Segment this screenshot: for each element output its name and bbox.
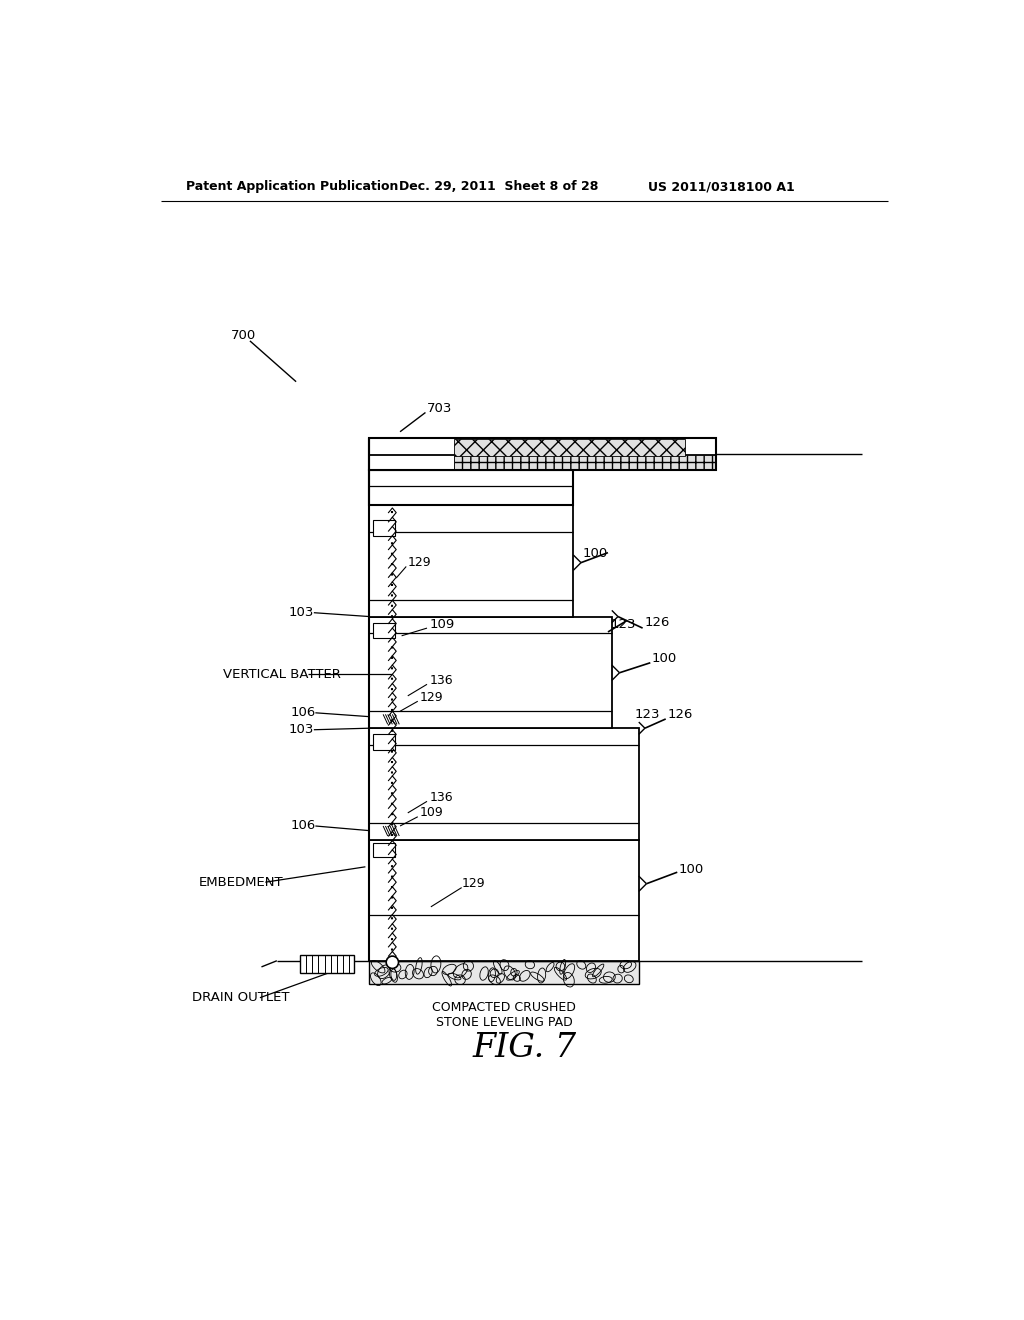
Text: 109: 109: [429, 618, 455, 631]
Bar: [373, 623, 394, 638]
Bar: [373, 734, 394, 750]
Bar: [370, 470, 573, 506]
Text: 136: 136: [429, 675, 453, 686]
Text: 129: 129: [462, 878, 485, 890]
Text: 106: 106: [291, 820, 316, 833]
Bar: [370, 438, 716, 470]
Bar: [370, 961, 639, 983]
Bar: [370, 729, 639, 840]
Text: 100: 100: [583, 546, 608, 560]
Text: 100: 100: [652, 652, 677, 665]
Bar: [370, 840, 639, 961]
Text: 703: 703: [427, 403, 453, 416]
Text: COMPACTED CRUSHED
STONE LEVELING PAD: COMPACTED CRUSHED STONE LEVELING PAD: [432, 1001, 575, 1028]
Bar: [373, 520, 394, 536]
Text: Dec. 29, 2011  Sheet 8 of 28: Dec. 29, 2011 Sheet 8 of 28: [398, 181, 598, 194]
Text: 129: 129: [419, 690, 443, 704]
Text: 123: 123: [610, 618, 636, 631]
Text: 123: 123: [635, 708, 660, 721]
Text: 109: 109: [419, 807, 443, 820]
Bar: [370, 616, 611, 729]
Text: 103: 103: [289, 606, 313, 619]
Text: 106: 106: [291, 706, 316, 719]
Text: 103: 103: [289, 723, 313, 737]
Text: DRAIN OUTLET: DRAIN OUTLET: [193, 991, 290, 1005]
Text: Patent Application Publication: Patent Application Publication: [186, 181, 398, 194]
Circle shape: [386, 956, 398, 969]
Text: 700: 700: [230, 329, 256, 342]
Text: 129: 129: [408, 556, 431, 569]
Text: EMBEDMENT: EMBEDMENT: [199, 875, 283, 888]
Bar: [370, 506, 573, 616]
Text: VERTICAL BATTER: VERTICAL BATTER: [223, 668, 341, 681]
Text: 126: 126: [644, 616, 670, 630]
Text: FIG. 7: FIG. 7: [473, 1032, 577, 1064]
Bar: [454, 440, 685, 457]
Text: 100: 100: [679, 863, 705, 876]
Text: US 2011/0318100 A1: US 2011/0318100 A1: [648, 181, 795, 194]
Bar: [373, 843, 394, 857]
Bar: [300, 954, 354, 973]
Text: 136: 136: [429, 791, 453, 804]
Bar: [454, 455, 716, 470]
Text: 126: 126: [668, 708, 693, 721]
Bar: [370, 455, 716, 470]
